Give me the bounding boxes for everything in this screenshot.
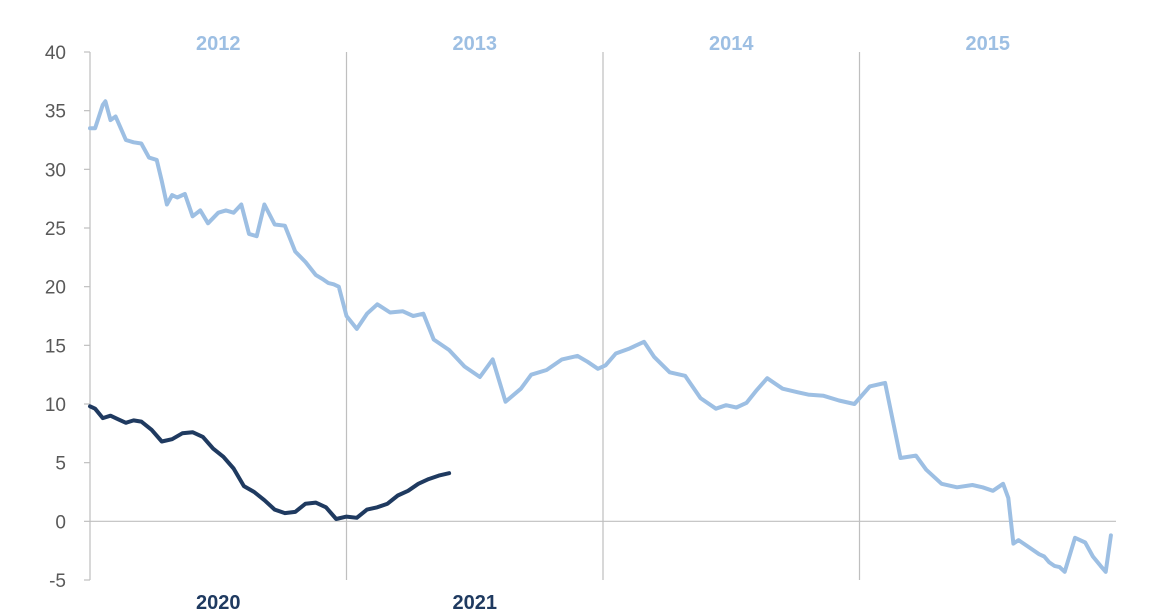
series-lines [88, 99, 1113, 574]
top-year-label: 2013 [453, 33, 498, 55]
y-axis-ticks: -5 0 5 10 15 20 25 30 35 40 [45, 43, 90, 592]
bottom-year-label: 2020 [196, 592, 241, 614]
top-year-label: 2012 [196, 33, 241, 55]
bottom-year-label: 2021 [453, 592, 498, 614]
y-tick-label: 25 [45, 219, 66, 240]
y-tick-label: 35 [45, 102, 66, 123]
series-line-top-axis [88, 99, 1113, 574]
y-tick-label: 30 [45, 160, 66, 181]
y-tick-label: -5 [49, 571, 66, 592]
y-tick-label: 15 [45, 336, 66, 357]
series-line-bottom-axis [88, 404, 452, 521]
y-tick-label: 40 [45, 43, 66, 64]
top-year-label: 2015 [966, 33, 1011, 55]
axes [89, 52, 1116, 580]
top-year-label: 2014 [709, 33, 754, 55]
x-axis-labels: 2012 2013 2014 2015 2020 2021 [196, 33, 1010, 614]
y-tick-label: 20 [45, 278, 66, 299]
y-tick-label: 0 [55, 512, 66, 533]
y-tick-label: 5 [55, 454, 66, 475]
y-tick-label: 10 [45, 395, 66, 416]
